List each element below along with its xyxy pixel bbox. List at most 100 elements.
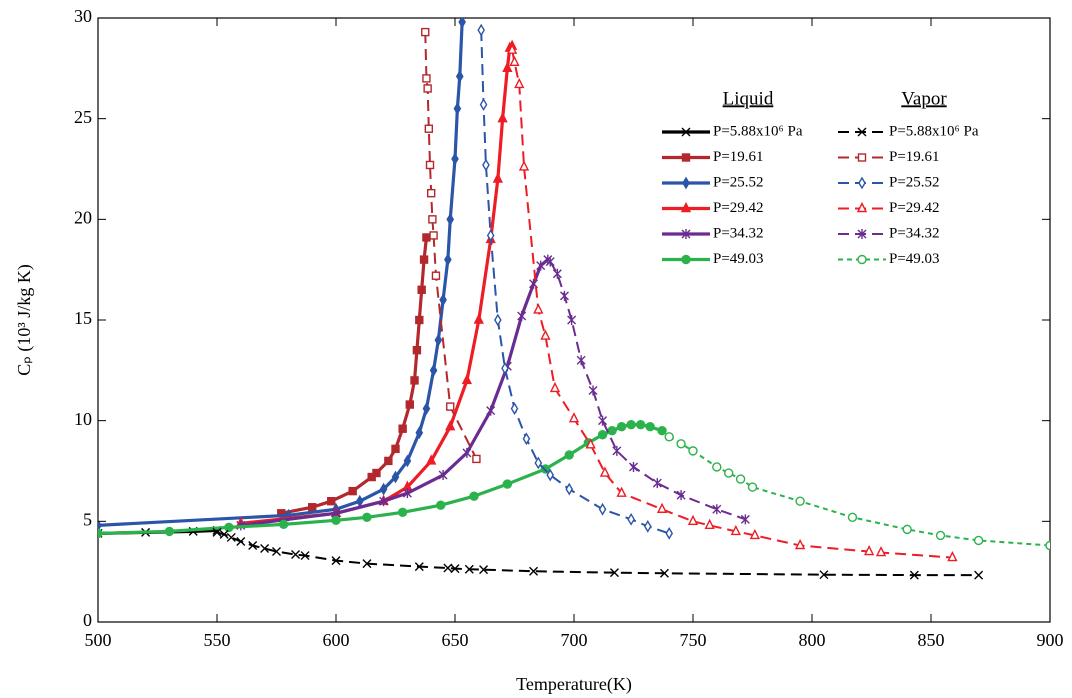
data-point (236, 536, 246, 546)
data-point (423, 84, 432, 93)
data-point (434, 333, 443, 347)
data-point (397, 507, 408, 517)
data-point (657, 426, 667, 436)
data-point (626, 419, 636, 430)
data-point (98, 528, 103, 539)
data-point (455, 70, 464, 83)
data-point (439, 293, 447, 307)
data-point (419, 255, 429, 264)
data-point (522, 432, 531, 446)
data-point (458, 18, 466, 29)
data-point (656, 502, 668, 513)
data-point (712, 504, 722, 515)
series-line (98, 21, 464, 527)
data-point (446, 212, 455, 226)
legend-marker (682, 176, 690, 190)
series-line (424, 32, 478, 460)
legend-label: P=19.61 (889, 149, 940, 165)
data-point (687, 514, 699, 526)
data-point (482, 158, 490, 172)
data-point (379, 482, 388, 496)
data-point (403, 454, 412, 468)
data-point (384, 456, 393, 466)
data-point (564, 450, 574, 460)
data-point (426, 454, 437, 465)
legend-marker (681, 254, 691, 265)
legend-label: P=25.52 (713, 174, 764, 190)
data-point (576, 355, 586, 366)
data-point (415, 426, 424, 440)
data-point (510, 402, 519, 415)
data-point (405, 400, 414, 409)
data-point (438, 470, 448, 481)
data-point (492, 172, 503, 183)
data-point (494, 313, 502, 327)
data-point (629, 461, 638, 472)
legend-marker (857, 229, 867, 239)
data-point (300, 551, 310, 561)
x-tick-label: 550 (204, 630, 231, 650)
legend-label: P=49.03 (713, 251, 764, 267)
data-point (486, 229, 495, 242)
data-point (212, 527, 222, 537)
legend-label: P=29.42 (889, 200, 940, 216)
data-point (461, 373, 473, 385)
data-point (348, 486, 357, 496)
legend-marker (857, 153, 867, 162)
data-point (612, 445, 622, 456)
data-point (974, 570, 984, 580)
data-point (529, 278, 539, 289)
data-point (909, 570, 919, 580)
data-point (355, 494, 364, 508)
data-point (546, 468, 555, 482)
legend-label: P=25.52 (889, 174, 940, 190)
data-point (464, 564, 474, 574)
x-tick-label: 700 (561, 630, 588, 650)
series-line (216, 531, 979, 577)
data-point (422, 233, 431, 242)
x-tick-label: 750 (680, 630, 707, 650)
data-point (740, 514, 750, 525)
data-point (453, 102, 462, 115)
legend-label: P=29.42 (713, 200, 764, 216)
data-point (704, 518, 715, 530)
series-line (98, 423, 663, 536)
data-point (607, 426, 617, 436)
data-point (226, 532, 236, 542)
data-point (502, 479, 513, 489)
data-point (445, 420, 456, 431)
data-point (278, 519, 289, 530)
data-point (469, 491, 479, 501)
legend-marker (856, 201, 868, 213)
data-point (795, 496, 805, 506)
data-point (506, 43, 518, 54)
data-point (502, 61, 513, 73)
data-point (747, 482, 758, 492)
data-point (819, 570, 829, 580)
data-point (429, 231, 438, 240)
data-point (567, 315, 577, 325)
data-point (598, 415, 608, 426)
plot-area (98, 18, 1050, 580)
y-tick-label: 20 (74, 207, 92, 227)
data-point (436, 500, 446, 510)
data-point (568, 412, 580, 423)
x-tick-label: 900 (1037, 630, 1064, 650)
data-point (627, 512, 635, 526)
data-point (402, 488, 412, 499)
data-point (534, 456, 543, 470)
data-point (164, 526, 175, 537)
data-point (597, 430, 608, 440)
data-point (794, 538, 806, 550)
data-point (443, 563, 453, 573)
data-point (425, 160, 435, 170)
data-point (1045, 540, 1050, 551)
data-point (517, 310, 527, 321)
data-point (410, 376, 419, 385)
data-point (98, 518, 102, 532)
data-point (514, 77, 525, 89)
data-point (427, 188, 436, 198)
data-point (391, 470, 400, 484)
series-line (480, 30, 670, 535)
